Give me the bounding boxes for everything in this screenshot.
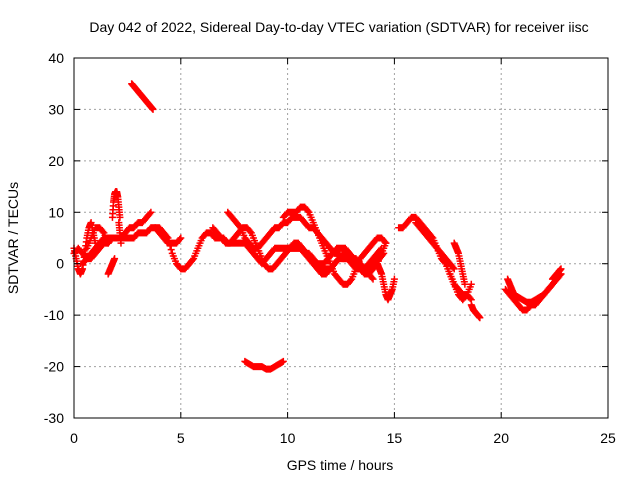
y-tick-label: 30: [48, 101, 64, 117]
axis-ticks: 0 5 10 15 20 25 -30 -20 -10 0 10 20 30 40: [44, 50, 616, 446]
data-point: [378, 244, 386, 252]
y-tick-label: 0: [56, 256, 64, 272]
series-t6: [115, 219, 125, 247]
data-point: [166, 242, 174, 250]
y-tick-label: -30: [44, 410, 64, 426]
data-point: [147, 208, 155, 216]
data-point: [467, 280, 475, 288]
data-point: [369, 275, 377, 283]
data-point: [165, 238, 173, 246]
data-point: [449, 264, 457, 272]
data-point: [177, 234, 185, 242]
data-point: [111, 255, 119, 263]
data-point: [304, 207, 312, 215]
data-point: [164, 234, 172, 242]
data-point: [167, 246, 175, 254]
data-point: [380, 249, 388, 257]
series-t7: [104, 255, 119, 278]
series-t5: [108, 188, 124, 221]
data-point: [347, 276, 355, 284]
series-t15: [241, 357, 287, 373]
data-point: [149, 105, 157, 113]
data-point: [176, 235, 184, 243]
series-t8: [128, 80, 157, 113]
data-point: [279, 357, 287, 365]
chart-title: Day 042 of 2022, Sidereal Day-to-day VTE…: [89, 19, 588, 35]
data-points: [70, 80, 565, 373]
data-point: [246, 228, 254, 236]
data-point: [377, 246, 385, 254]
series-t18: [446, 270, 475, 304]
data-point: [368, 274, 376, 282]
y-tick-label: 40: [48, 50, 64, 66]
x-tick-label: 5: [177, 430, 185, 446]
series-t13: [284, 244, 386, 278]
y-tick-label: -10: [44, 307, 64, 323]
data-point: [476, 314, 484, 322]
data-point: [510, 291, 518, 299]
x-tick-label: 10: [280, 430, 296, 446]
data-point: [450, 265, 458, 273]
data-point: [461, 280, 469, 288]
data-point: [379, 251, 387, 259]
data-point: [381, 238, 389, 246]
data-point: [117, 239, 125, 247]
x-tick-label: 25: [600, 430, 616, 446]
x-tick-label: 20: [493, 430, 509, 446]
series-t17: [412, 219, 458, 273]
data-point: [189, 256, 197, 264]
y-tick-label: -20: [44, 359, 64, 375]
series-t14: [373, 260, 398, 304]
data-point: [390, 275, 398, 283]
y-tick-label: 20: [48, 153, 64, 169]
x-tick-label: 0: [70, 430, 78, 446]
data-point: [382, 239, 390, 247]
series-t20: [467, 301, 484, 322]
series-t19: [450, 239, 469, 288]
y-tick-label: 10: [48, 204, 64, 220]
data-point: [104, 239, 112, 247]
grid: [74, 58, 608, 418]
plot-frame: [73, 57, 609, 419]
data-point: [163, 233, 171, 241]
data-point: [99, 228, 107, 236]
series-t4: [83, 224, 112, 252]
x-tick-label: 15: [387, 430, 403, 446]
y-axis-label: SDTVAR / TECUs: [5, 182, 21, 294]
series-t24: [548, 265, 565, 283]
data-point: [146, 210, 154, 218]
series-t23: [504, 275, 518, 299]
data-point: [557, 265, 565, 273]
x-axis-label: GPS time / hours: [287, 457, 394, 473]
data-point: [466, 294, 474, 302]
data-point: [116, 213, 124, 221]
